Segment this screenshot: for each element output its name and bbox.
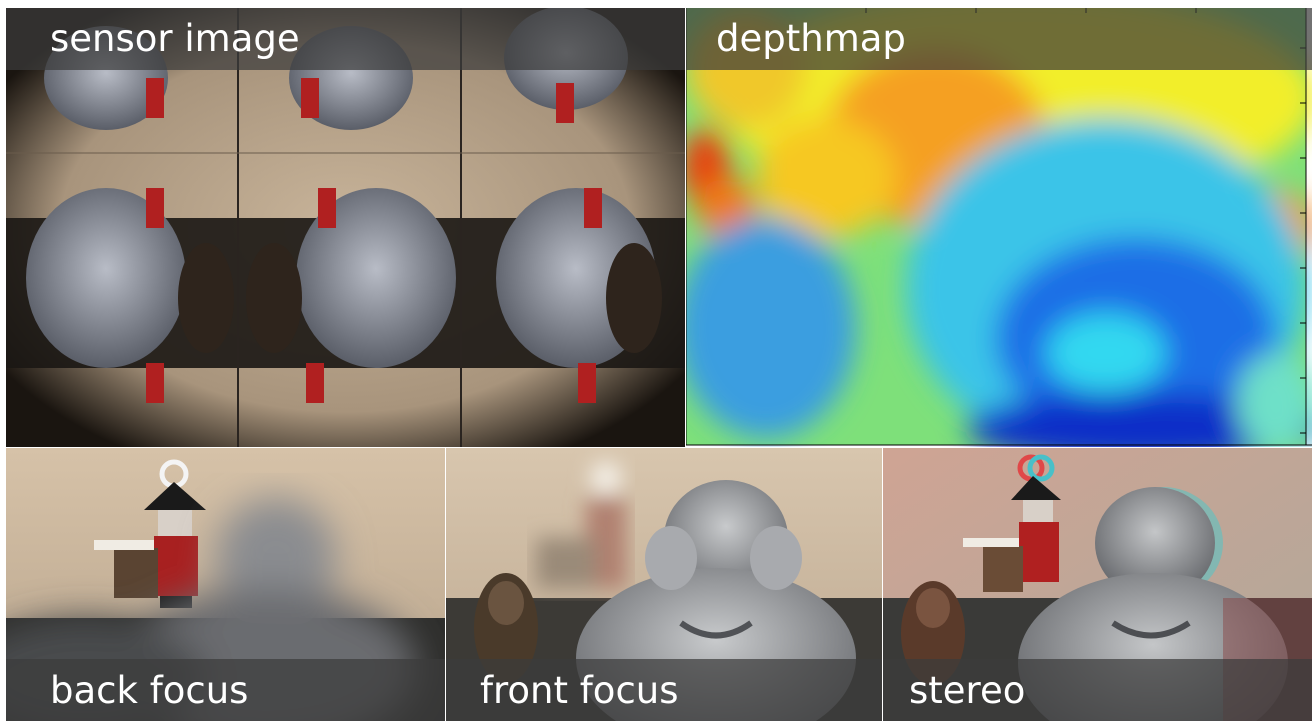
depthmap-caption: depthmap	[716, 17, 906, 60]
stereo-caption-bar	[883, 659, 1312, 721]
sensor-image-picture	[6, 8, 685, 447]
depthmap-caption-bar	[686, 8, 1312, 70]
sensor-image-panel: sensor image	[6, 8, 685, 447]
back-focus-panel: back focus	[6, 448, 445, 721]
depthmap-panel: depthmap	[686, 8, 1312, 447]
sensor-image-caption: sensor image	[50, 17, 300, 60]
front-focus-caption-bar	[446, 659, 882, 721]
sensor-caption-bar	[6, 8, 685, 70]
back-focus-caption: back focus	[50, 669, 249, 712]
stereo-panel: stereo	[883, 448, 1312, 721]
back-focus-caption-bar	[6, 659, 445, 721]
front-focus-panel: front focus	[446, 448, 882, 721]
depthmap-picture	[686, 8, 1312, 447]
front-focus-caption: front focus	[480, 669, 679, 712]
stereo-caption: stereo	[909, 669, 1026, 712]
